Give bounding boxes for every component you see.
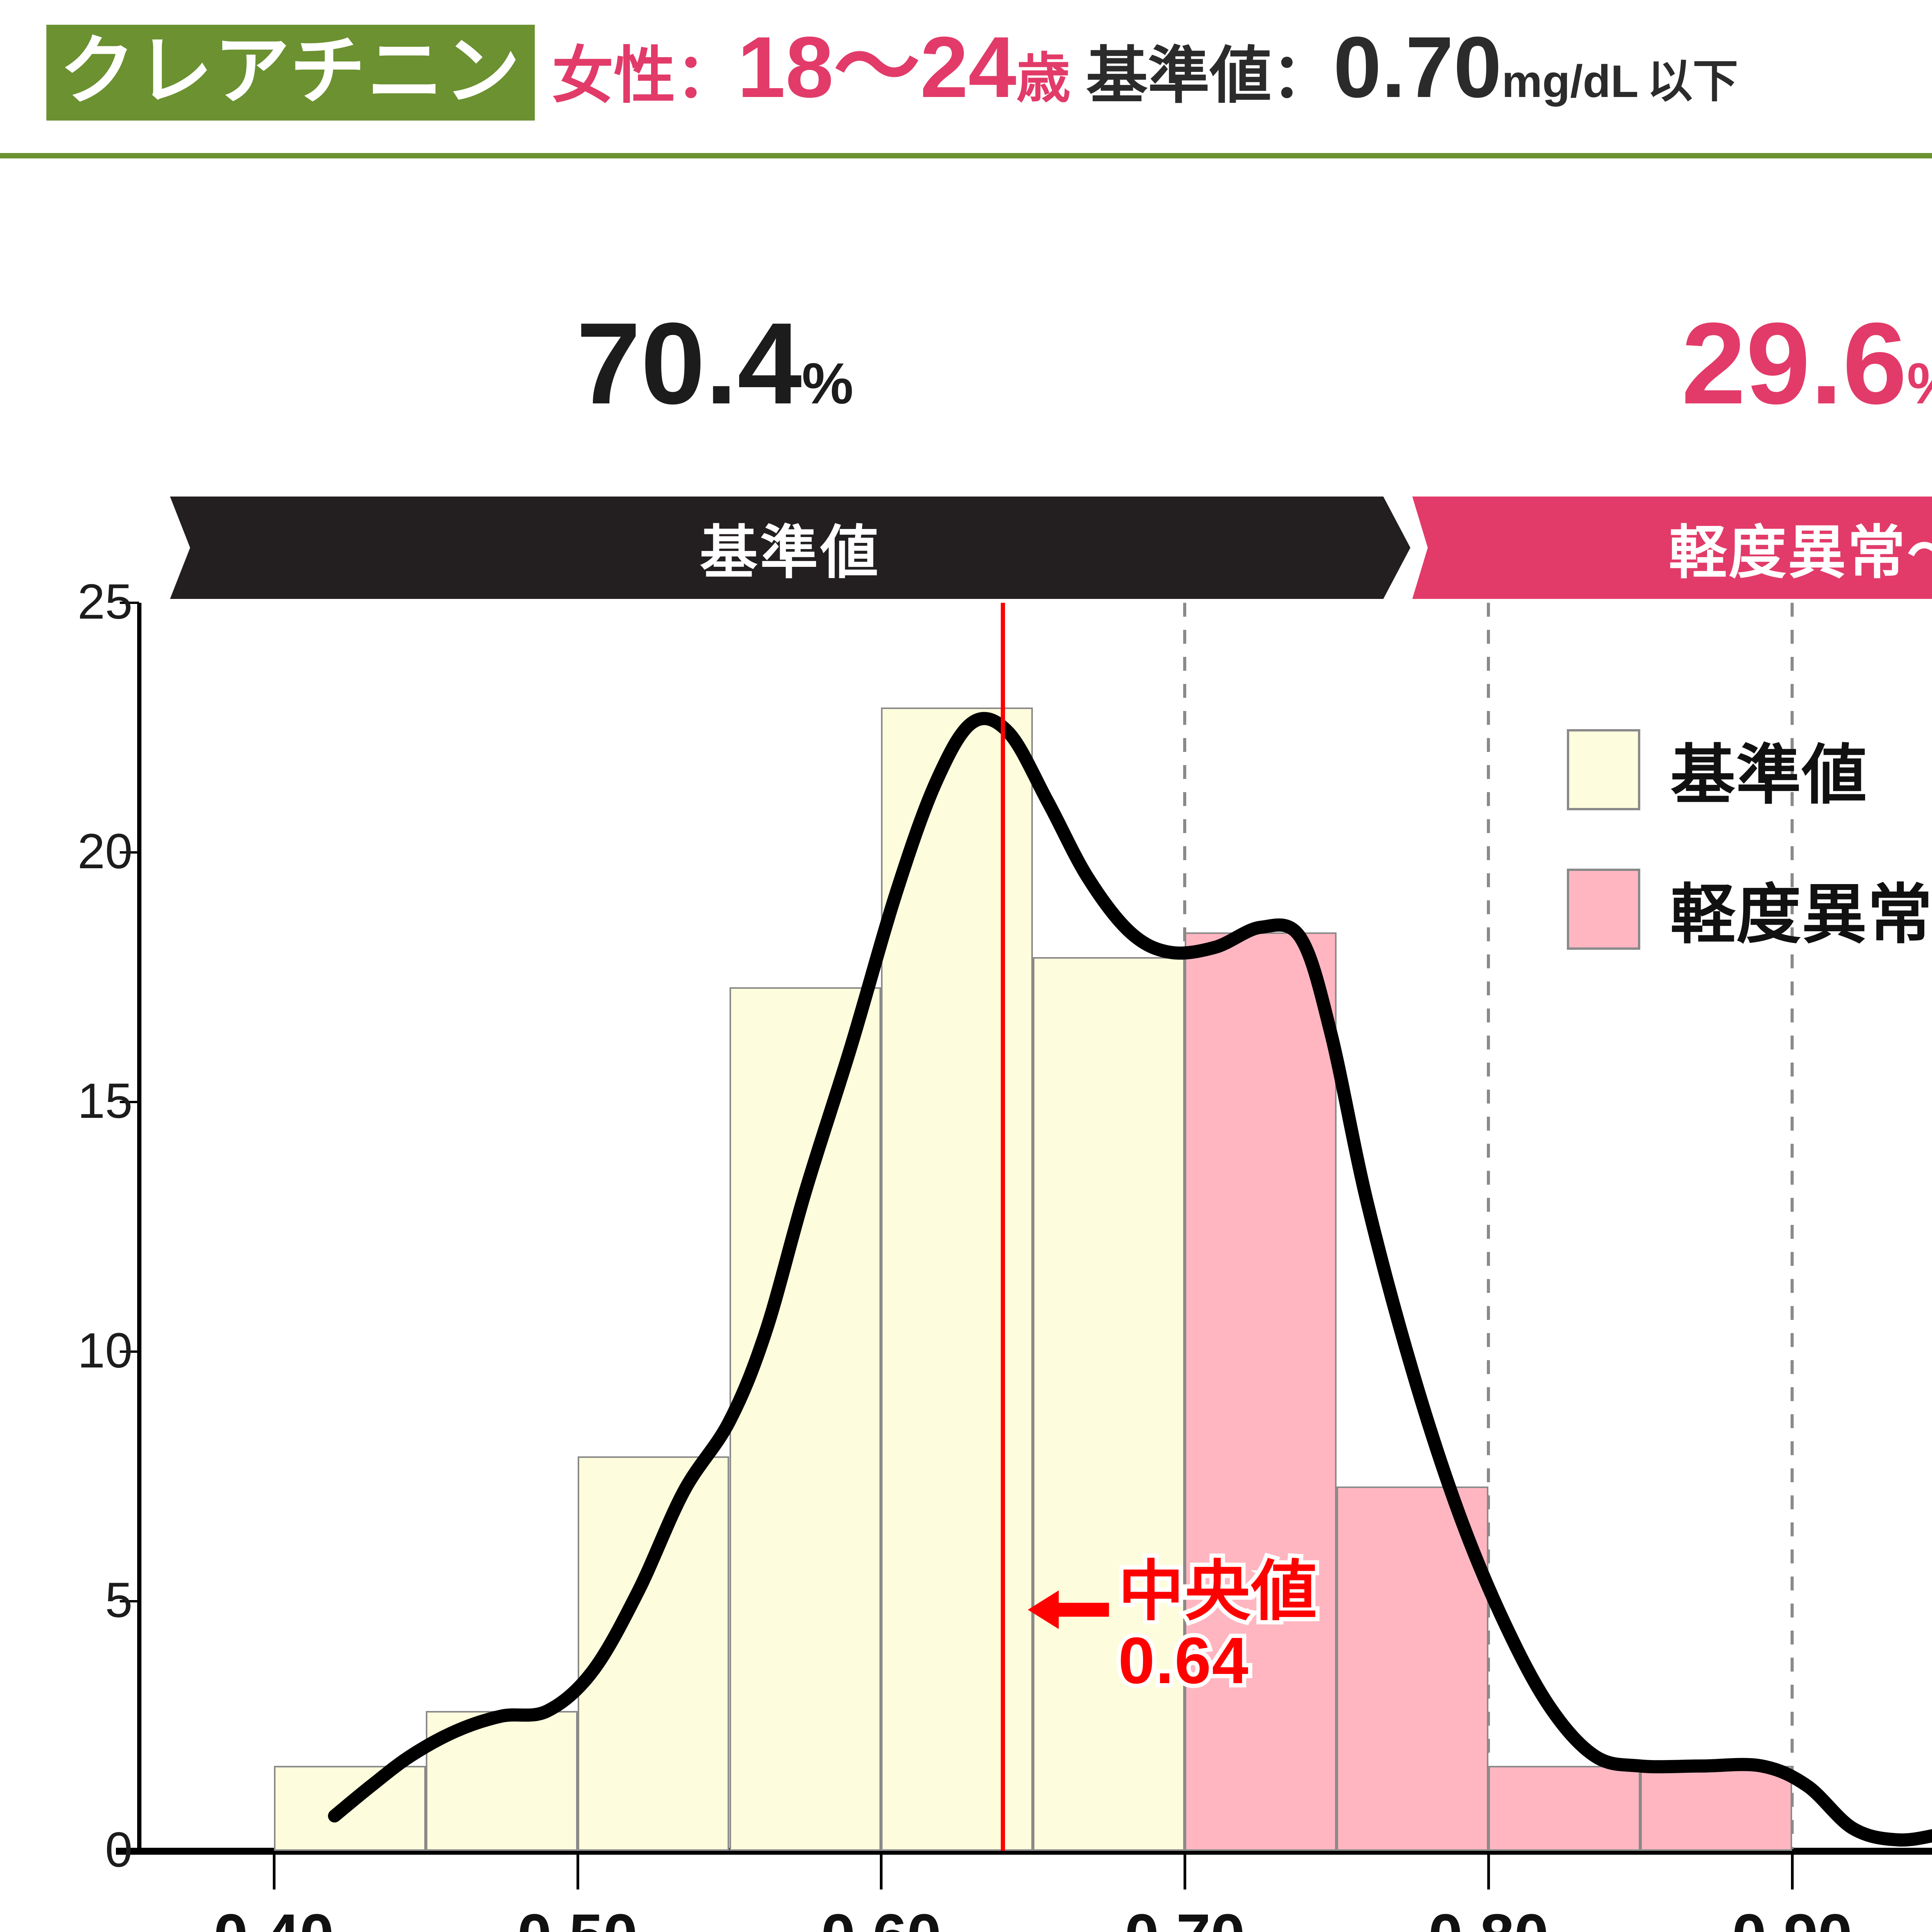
normal-range-banner: 基準値: [170, 497, 1410, 599]
age-range: 18〜24: [737, 19, 1017, 116]
y-axis-label: 10: [77, 1323, 133, 1378]
page-title: 女性 ： 18〜24 歳 基準値 ： 0.70 mg/dL 以下: [552, 24, 1738, 111]
legend-item-normal: 基準値: [1567, 723, 1932, 816]
reference-colon: ：: [1271, 41, 1333, 110]
histogram-bar: [1488, 1766, 1641, 1851]
abnormal-percentage-value: 29.6: [1681, 298, 1907, 428]
legend-label-abnormal: 軽度異常〜要検査: [1670, 878, 1932, 951]
legend-item-abnormal: 軽度異常〜要検査: [1567, 862, 1932, 956]
histogram-bar: [1640, 1766, 1793, 1851]
histogram-chart: 05101520250.400.500.600.700.800.901.001.…: [0, 577, 1932, 1932]
x-axis-label: 0.40: [166, 1905, 382, 1932]
x-axis-label: 0.90: [1684, 1905, 1900, 1932]
reference-qualifier: 以下: [1647, 56, 1738, 107]
x-axis-tick: [1184, 1855, 1187, 1889]
vertical-gridline: [1487, 603, 1490, 1849]
x-axis-label: 0.50: [469, 1905, 686, 1932]
x-axis-tick: [1791, 1855, 1794, 1889]
histogram-bar: [729, 987, 881, 1851]
vertical-gridline: [1791, 603, 1794, 1849]
test-name-badge: クレアチニン: [46, 25, 535, 121]
density-curve: [328, 712, 1932, 1847]
arrow-left-icon: [1028, 1590, 1109, 1629]
y-axis-tick: [120, 1101, 139, 1103]
abnormal-percentage: 29.6%: [1453, 305, 1932, 421]
abnormal-percentage-sign: %: [1907, 351, 1932, 416]
header-title-row: クレアチニン 女性 ： 18〜24 歳 基準値 ： 0.70 mg/dL 以下: [46, 24, 1738, 121]
y-axis-label: 15: [77, 1073, 133, 1129]
sex-colon: ：: [675, 41, 738, 110]
histogram-bar: [1337, 1486, 1489, 1851]
median-line: [1000, 603, 1005, 1851]
x-axis-label: 0.60: [773, 1905, 989, 1932]
y-axis-tick: [120, 851, 139, 854]
normal-percentage-sign: %: [802, 351, 854, 416]
y-axis-line: [137, 603, 141, 1851]
y-axis-tick: [120, 1350, 139, 1353]
reference-unit: mg/dL: [1502, 56, 1639, 107]
y-axis-label: 0: [105, 1822, 133, 1878]
sex-label: 女性: [552, 41, 676, 110]
x-axis-tick: [880, 1855, 883, 1889]
histogram-bar: [1033, 957, 1185, 1851]
y-axis-tick: [120, 1600, 139, 1602]
plot-region: [137, 603, 1932, 1851]
legend-swatch-normal: [1567, 729, 1640, 810]
legend-label-normal: 基準値: [1670, 739, 1867, 811]
median-label: 中央値: [1114, 1553, 1321, 1630]
page-header: クレアチニン 女性 ： 18〜24 歳 基準値 ： 0.70 mg/dL 以下: [0, 0, 1932, 247]
abnormal-range-banner: 軽度異常〜要検査: [1412, 497, 1932, 599]
x-axis-label: 0.70: [1077, 1905, 1293, 1932]
y-axis-tick: [120, 602, 139, 604]
normal-percentage: 70.4%: [348, 305, 1082, 421]
legend-swatch-abnormal: [1567, 868, 1640, 950]
age-unit: 歳: [1016, 48, 1071, 109]
y-axis-label: 25: [77, 574, 133, 629]
x-axis-tick: [1487, 1855, 1490, 1889]
median-value: 0.64: [1114, 1622, 1253, 1699]
header-divider: [0, 153, 1932, 158]
reference-label: 基準値: [1086, 41, 1272, 110]
x-axis-label: 0.80: [1380, 1905, 1597, 1932]
histogram-bar: [1185, 932, 1337, 1851]
y-axis-label: 5: [105, 1573, 133, 1628]
y-axis-label: 20: [77, 824, 133, 879]
chart-legend: 基準値 軽度異常〜要検査: [1567, 723, 1932, 1002]
reference-value: 0.70: [1333, 19, 1502, 116]
normal-percentage-value: 70.4: [576, 298, 802, 428]
histogram-bar: [577, 1456, 730, 1851]
histogram-bar: [881, 707, 1033, 1851]
x-axis-tick: [576, 1855, 579, 1889]
x-axis-tick: [272, 1855, 276, 1889]
median-annotation: 中央値 0.64: [1028, 1553, 1321, 1699]
y-axis-tick: [120, 1850, 139, 1852]
